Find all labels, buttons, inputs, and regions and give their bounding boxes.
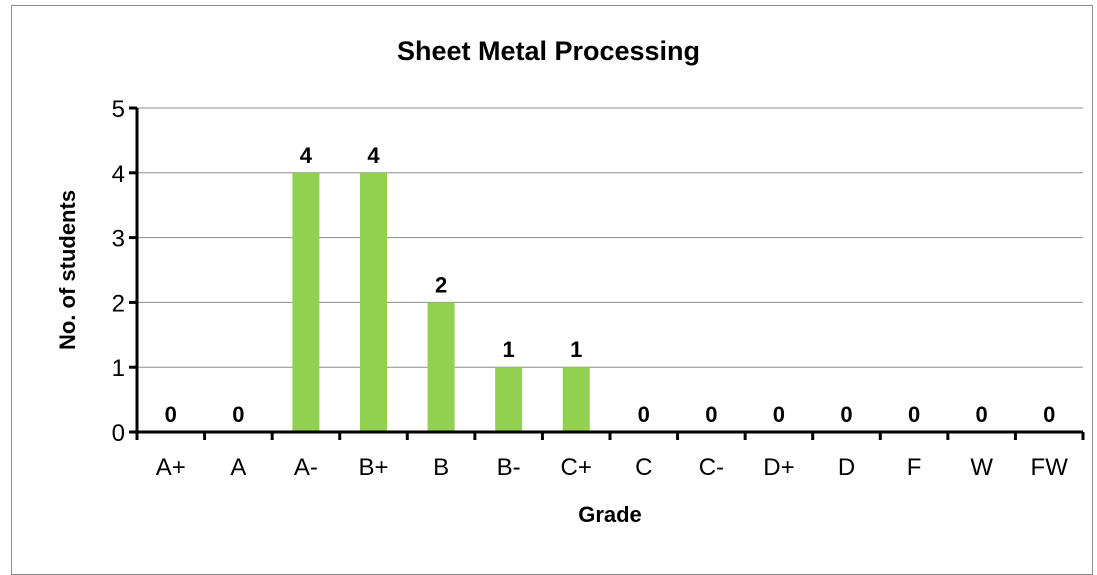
bar-series xyxy=(292,172,590,433)
chart-title: Sheet Metal Processing xyxy=(396,36,701,66)
y-tick-label: 4 xyxy=(112,161,125,188)
x-tick-label: W xyxy=(970,454,993,481)
data-label: 1 xyxy=(570,337,582,362)
data-label: 0 xyxy=(908,402,920,427)
x-tick-label: FW xyxy=(1031,454,1069,481)
data-label: 0 xyxy=(773,402,785,427)
data-label: 0 xyxy=(232,402,244,427)
x-axis-title: Grade xyxy=(578,502,642,527)
data-label: 0 xyxy=(976,402,988,427)
x-tick-label: B+ xyxy=(358,454,388,481)
y-tick-label: 3 xyxy=(112,226,125,253)
x-tick-label: A xyxy=(230,454,246,481)
axes xyxy=(135,108,1083,434)
x-tick-label: B xyxy=(433,454,449,481)
y-axis-title: No. of students xyxy=(55,190,80,350)
chart-frame xyxy=(11,5,1093,575)
bar xyxy=(562,367,590,432)
x-tick-label: A+ xyxy=(156,454,186,481)
x-tick-label: A- xyxy=(294,454,318,481)
x-tick-label: F xyxy=(907,454,922,481)
y-tick-label: 1 xyxy=(112,355,125,382)
x-axis-ticks: A+ A A- B+ B B- C+ C C- D+ D F W FW xyxy=(135,432,1085,481)
bar xyxy=(495,367,523,432)
x-tick-label: C+ xyxy=(561,454,592,481)
data-label: 0 xyxy=(705,402,717,427)
bar xyxy=(292,172,320,433)
x-tick-label: D+ xyxy=(763,454,794,481)
data-label: 1 xyxy=(503,337,515,362)
bar xyxy=(360,172,387,433)
data-label: 0 xyxy=(165,402,177,427)
y-tick-label: 0 xyxy=(112,420,125,447)
data-labels: 0 0 4 4 2 1 1 0 0 0 0 0 0 0 xyxy=(165,143,1056,427)
data-label: 0 xyxy=(1043,402,1055,427)
data-label: 4 xyxy=(300,143,313,168)
y-tick-label: 5 xyxy=(112,96,125,123)
x-tick-label: B- xyxy=(497,454,521,481)
data-label: 0 xyxy=(638,402,650,427)
y-tick-label: 2 xyxy=(112,290,125,317)
data-label: 2 xyxy=(435,272,447,297)
x-tick-label: C xyxy=(635,454,652,481)
data-label: 4 xyxy=(367,143,380,168)
x-tick-label: D xyxy=(838,454,855,481)
y-axis-ticks: 0 1 2 3 4 5 xyxy=(112,96,137,447)
bar xyxy=(427,302,455,432)
gridlines xyxy=(137,107,1083,368)
data-label: 0 xyxy=(840,402,852,427)
x-tick-label: C- xyxy=(699,454,724,481)
